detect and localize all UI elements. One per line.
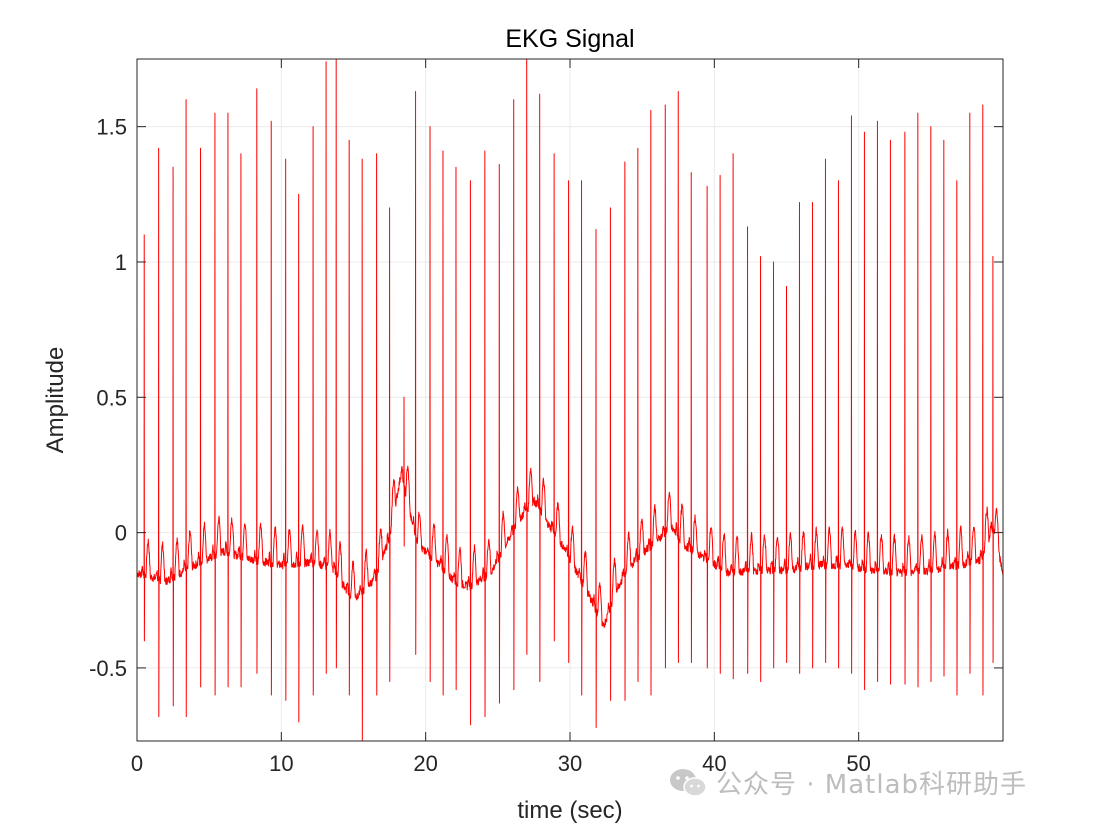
x-tick-label: 0	[131, 751, 143, 776]
x-tick-label: 10	[269, 751, 293, 776]
x-tick-label: 20	[413, 751, 437, 776]
grid	[137, 59, 1003, 741]
chart-title: EKG Signal	[505, 25, 634, 53]
plot-area: 0 10 20 30 40 50 -0.5 0 0.5 1 1.5	[89, 58, 1004, 776]
x-tick-label: 50	[846, 751, 870, 776]
watermark: 公众号 · Matlab科研助手	[668, 764, 1027, 801]
series-layer	[136, 58, 1004, 742]
wechat-icon	[670, 768, 707, 797]
x-tick-label: 40	[702, 751, 726, 776]
y-tick-label: 1	[115, 250, 127, 275]
ticks: 0 10 20 30 40 50 -0.5 0 0.5 1 1.5	[89, 59, 1003, 776]
x-axis-label: time (sec)	[517, 797, 622, 824]
y-tick-label: 0.5	[96, 385, 127, 410]
ekg-signal-line	[136, 58, 1004, 742]
x-tick-label: 30	[558, 751, 582, 776]
y-tick-label: 0	[115, 521, 127, 546]
y-tick-label: -0.5	[89, 656, 127, 681]
y-tick-label: 1.5	[96, 115, 127, 140]
watermark-text: 公众号 · Matlab科研助手	[716, 770, 1028, 800]
y-axis-label: Amplitude	[42, 347, 69, 454]
